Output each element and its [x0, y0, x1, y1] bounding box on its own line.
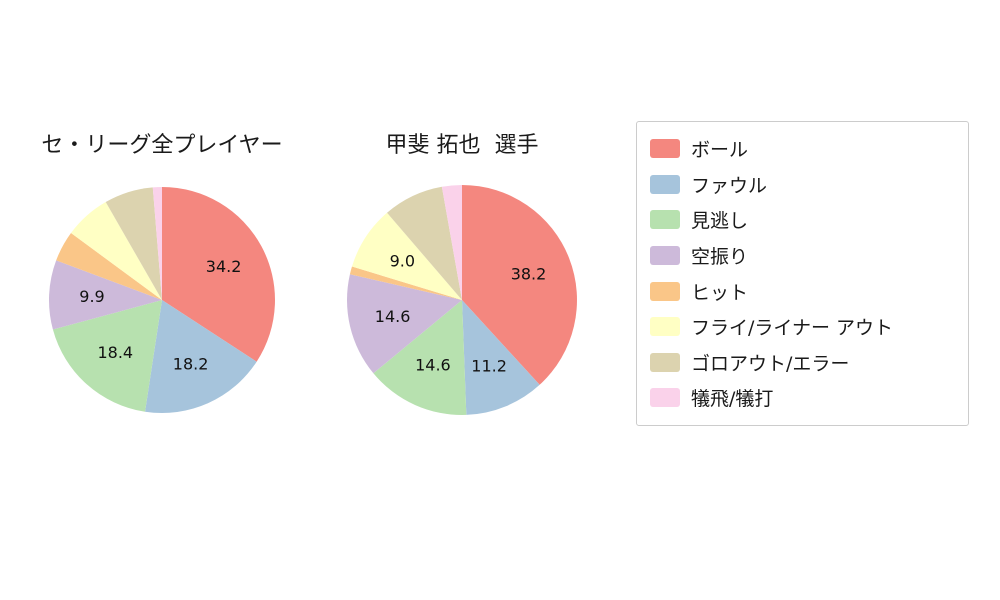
legend-swatch-fly-liner-out: [650, 317, 680, 337]
pie-slice-label: 11.2: [471, 357, 507, 376]
pie-slice-sac-fly-bunt: [152, 187, 162, 300]
pie-slice-label: 14.6: [375, 307, 411, 326]
pie-slice-label: 9.0: [390, 252, 415, 271]
pie-slice-ground-out-error: [105, 187, 162, 300]
legend-label: 空振り: [691, 246, 749, 269]
pie-chart-right: 38.2 11.2 14.6 14.6 9.0: [347, 185, 577, 416]
legend-swatch-called-strike: [650, 210, 680, 230]
legend-label: 犠飛/犠打: [691, 388, 774, 411]
pie-slice-swinging-strike: [48, 260, 162, 330]
legend-item-called-strike: 見逃し: [650, 202, 958, 238]
legend-item-foul: ファウル: [650, 167, 958, 203]
legend-swatch-swinging-strike: [650, 246, 680, 266]
pie-slice-label: 9.9: [79, 287, 104, 306]
pie-slice-fly-liner-out: [351, 212, 462, 300]
pie-slice-hit: [349, 266, 462, 300]
pie-slice-label: 38.2: [511, 265, 547, 284]
pie-slice-label: 14.6: [415, 356, 451, 375]
pie-slice-sac-fly-bunt: [441, 185, 462, 300]
pie-slice-label: 18.2: [173, 354, 209, 373]
legend-label: ヒット: [691, 281, 749, 304]
legend-swatch-ball: [650, 139, 680, 159]
legend-item-fly-liner-out: フライ/ライナー アウト: [650, 309, 958, 345]
legend-swatch-hit: [650, 281, 680, 301]
pie-chart-left: 34.2 18.2 18.4 9.9: [48, 187, 275, 414]
legend-label: フライ/ライナー アウト: [691, 317, 894, 340]
pie-slice-ball: [462, 185, 577, 385]
legend-swatch-ground-out-error: [650, 352, 680, 372]
legend-item-ball: ボール: [650, 131, 958, 167]
pie-slice-foul: [145, 300, 257, 414]
legend-swatch-sac-fly-bunt: [650, 388, 680, 408]
pie-slice-fly-liner-out: [71, 202, 162, 300]
legend-item-sac-fly-bunt: 犠飛/犠打: [650, 380, 958, 416]
pie-slice-ball: [162, 187, 275, 362]
pie-slice-ground-out-error: [387, 186, 462, 300]
pie-slice-called-strike: [373, 300, 467, 416]
pie-slice-label: 34.2: [206, 257, 242, 276]
chart-title-left: セ・リーグ全プレイヤー: [41, 133, 283, 158]
legend-label: ボール: [691, 139, 749, 162]
legend-item-ground-out-error: ゴロアウト/エラー: [650, 345, 958, 381]
pie-slice-called-strike: [52, 300, 162, 412]
legend: ボールファウル見逃し空振りヒットフライ/ライナー アウト ゴロアウト/エラー 犠飛/…: [636, 121, 969, 426]
legend-label: 見逃し: [691, 210, 749, 233]
legend-label: ゴロアウト/エラー: [691, 352, 850, 375]
pie-slice-hit: [56, 233, 162, 300]
pie-slice-swinging-strike: [347, 274, 462, 374]
pie-slice-label: 18.4: [97, 343, 133, 362]
chart-title-right: 甲斐 拓也 選手: [385, 133, 539, 158]
legend-swatch-foul: [650, 174, 680, 194]
pie-slice-foul: [462, 300, 540, 415]
legend-label: ファウル: [691, 174, 768, 197]
legend-item-swinging-strike: 空振り: [650, 238, 958, 274]
legend-item-hit: ヒット: [650, 273, 958, 309]
